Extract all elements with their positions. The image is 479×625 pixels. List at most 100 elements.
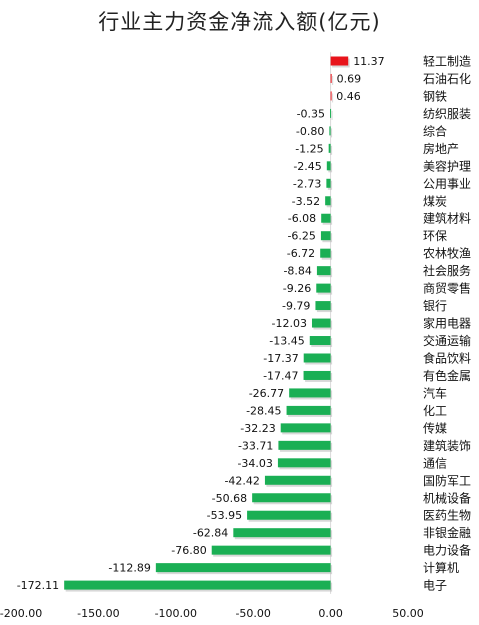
value-label: -172.11 — [17, 579, 59, 592]
value-label: -53.95 — [207, 509, 242, 522]
value-label: -2.45 — [293, 160, 321, 173]
category-label: 交通运输 — [423, 333, 471, 348]
category-label: 商贸零售 — [423, 281, 471, 296]
category-label: 汽车 — [423, 385, 447, 400]
value-label: -28.45 — [246, 404, 281, 417]
bar-轻工制造 — [330, 56, 349, 66]
category-label: 农林牧渔 — [423, 247, 471, 261]
value-label: -6.08 — [288, 212, 316, 225]
value-label: -50.68 — [212, 492, 247, 505]
value-label: -32.23 — [240, 422, 275, 435]
bar-shadow — [330, 145, 333, 155]
bar-医药生物 — [247, 510, 331, 520]
bar-shadow — [332, 75, 334, 85]
category-label: 综合 — [423, 123, 447, 138]
value-label: -34.03 — [237, 457, 272, 470]
bar-公用事业 — [326, 178, 331, 188]
category-label: 公用事业 — [423, 177, 471, 191]
category-label: 房地产 — [423, 141, 459, 156]
bar-国防军工 — [264, 475, 331, 485]
x-tick-label: -100.00 — [155, 607, 197, 620]
value-label: -9.26 — [283, 282, 311, 295]
bar-建筑材料 — [321, 213, 331, 223]
bar-汽车 — [289, 388, 331, 398]
bar-shadow — [330, 128, 333, 138]
value-label: -76.80 — [171, 544, 206, 557]
bar-shadow — [332, 93, 334, 103]
value-label: -3.52 — [292, 195, 320, 208]
value-label: -33.71 — [238, 439, 273, 452]
value-label: -17.37 — [263, 352, 298, 365]
category-label: 机械设备 — [423, 490, 471, 505]
value-label: -8.84 — [283, 265, 311, 278]
bar-机械设备 — [252, 493, 331, 503]
bar-非银金融 — [233, 528, 331, 538]
category-label: 化工 — [423, 404, 447, 418]
bar-房地产 — [328, 143, 331, 153]
category-label: 医药生物 — [423, 509, 471, 523]
bar-纺织服装 — [330, 108, 332, 118]
value-label: -112.89 — [108, 562, 150, 575]
bar-有色金属 — [303, 370, 331, 380]
x-tick-label: -200.00 — [0, 607, 42, 620]
bar-通信 — [277, 458, 331, 468]
bar-综合 — [329, 126, 331, 136]
bar-传媒 — [280, 423, 331, 433]
category-label: 轻工制造 — [423, 55, 471, 69]
value-label: -2.73 — [293, 177, 321, 190]
category-label: 电子 — [423, 579, 447, 593]
category-label: 煤炭 — [423, 194, 447, 208]
value-label: -17.47 — [263, 369, 298, 382]
value-label: -1.25 — [295, 142, 323, 155]
bar-环保 — [320, 231, 331, 241]
category-label: 非银金融 — [423, 525, 471, 540]
bar-石油石化 — [330, 73, 332, 83]
value-label: 0.69 — [337, 72, 362, 85]
bar-农林牧渔 — [320, 248, 331, 258]
category-label: 建筑材料 — [423, 211, 471, 226]
category-label: 建筑装饰 — [423, 438, 471, 453]
bar-电力设备 — [211, 545, 331, 555]
x-tick-label: 50.00 — [392, 607, 424, 620]
value-label: -42.42 — [224, 474, 259, 487]
category-label: 美容护理 — [423, 158, 471, 173]
category-label: 传媒 — [423, 420, 447, 435]
value-label: -12.03 — [272, 317, 307, 330]
bar-银行 — [315, 301, 331, 311]
category-label: 家用电器 — [423, 316, 471, 331]
value-label: -13.45 — [269, 335, 304, 348]
value-label: 11.37 — [353, 55, 385, 68]
bar-化工 — [286, 405, 331, 415]
category-label: 石油石化 — [423, 72, 471, 86]
x-tick-label: -150.00 — [77, 607, 119, 620]
category-label: 有色金属 — [423, 368, 471, 383]
bar-社会服务 — [316, 266, 331, 276]
x-tick-label: -50.00 — [235, 607, 270, 620]
value-label: -0.80 — [296, 125, 324, 138]
category-label: 钢铁 — [423, 89, 447, 103]
category-label: 食品饮料 — [423, 350, 471, 365]
bar-交通运输 — [309, 336, 331, 346]
bar-计算机 — [155, 563, 331, 573]
value-label: -62.84 — [193, 527, 228, 540]
bar-食品饮料 — [303, 353, 331, 363]
value-label: 0.46 — [336, 90, 361, 103]
value-label: -0.35 — [297, 107, 325, 120]
value-label: -6.25 — [287, 230, 315, 243]
category-label: 国防军工 — [423, 473, 471, 488]
bar-建筑装饰 — [278, 440, 331, 450]
bar-电子 — [64, 580, 331, 590]
category-label: 银行 — [423, 299, 447, 313]
bar-shadow — [331, 110, 333, 120]
bar-家用电器 — [311, 318, 331, 328]
value-label: -6.72 — [287, 247, 315, 260]
category-label: 纺织服装 — [423, 107, 471, 121]
chart-title: 行业主力资金净流入额(亿元) — [98, 10, 381, 34]
category-label: 电力设备 — [423, 544, 471, 558]
bar-煤炭 — [325, 196, 331, 206]
bar-美容护理 — [326, 161, 331, 171]
category-label: 通信 — [423, 456, 447, 470]
bar-商贸零售 — [316, 283, 331, 293]
